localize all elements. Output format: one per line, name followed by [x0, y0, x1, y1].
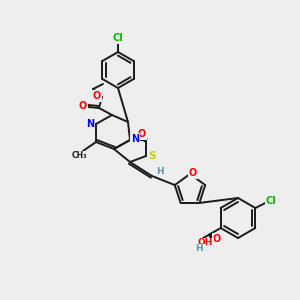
Text: O: O [93, 91, 101, 101]
Text: N: N [86, 119, 94, 129]
Text: O: O [138, 129, 146, 139]
Text: H: H [196, 244, 203, 253]
Text: CH₃: CH₃ [71, 152, 87, 160]
Text: H: H [156, 167, 164, 176]
Text: Cl: Cl [266, 196, 277, 206]
Text: OH: OH [198, 238, 213, 247]
Text: O: O [79, 101, 87, 111]
Text: Cl: Cl [112, 33, 123, 43]
Text: O: O [189, 168, 197, 178]
Text: S: S [148, 151, 156, 161]
Text: O: O [213, 234, 221, 244]
Text: N: N [131, 134, 139, 144]
